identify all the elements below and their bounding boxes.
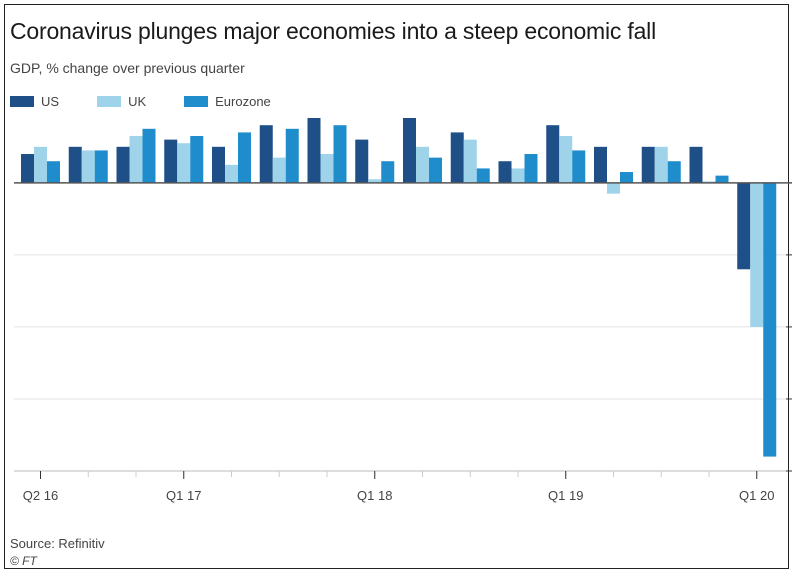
bar-uk	[416, 146, 429, 183]
x-axis-tick-label: Q1 20	[739, 488, 774, 503]
bar-us	[689, 146, 703, 183]
bar-eurozone	[142, 128, 156, 183]
bar-us	[259, 125, 273, 183]
bar-us	[116, 146, 130, 183]
credit-note: © FT	[10, 554, 37, 568]
bar-us	[403, 118, 416, 183]
bar-uk	[320, 154, 334, 183]
x-axis-tick-label: Q1 17	[166, 488, 201, 503]
bar-us	[21, 154, 34, 183]
source-note: Source: Refinitiv	[10, 536, 105, 551]
legend-swatch-eurozone	[184, 95, 209, 107]
legend-swatch-us	[10, 95, 34, 107]
x-axis-tick-label: Q1 19	[548, 488, 583, 503]
bar-us	[164, 139, 178, 183]
chart-title: Coronavirus plunges major economies into…	[10, 18, 656, 44]
bar-uk	[129, 136, 143, 183]
bar-us	[498, 161, 512, 183]
bar-uk	[750, 182, 764, 327]
bar-uk	[225, 164, 238, 183]
x-axis-tick-label: Q1 18	[357, 488, 392, 503]
legend-item-uk: UK	[97, 94, 146, 109]
chart-frame	[4, 4, 789, 569]
chart-subtitle: GDP, % change over previous quarter	[10, 60, 245, 76]
bar-us	[641, 146, 655, 183]
bar-uk	[607, 182, 620, 194]
bar-eurozone	[47, 161, 60, 183]
bar-uk	[559, 136, 573, 183]
bar-us	[307, 118, 321, 183]
bar-eurozone	[763, 182, 777, 457]
bar-uk	[81, 150, 95, 183]
bar-us	[737, 182, 751, 270]
legend-label-eurozone: Eurozone	[215, 93, 271, 109]
legend-item-us: US	[10, 94, 59, 109]
bar-uk	[177, 143, 191, 183]
legend-label-us: US	[41, 93, 60, 109]
x-axis-tick-label: Q2 16	[23, 488, 58, 503]
chart-legend: US UK Eurozone	[10, 92, 309, 110]
legend-item-eurozone: Eurozone	[184, 94, 271, 109]
bar-eurozone	[476, 168, 490, 183]
legend-label-uk: UK	[128, 93, 147, 109]
bar-uk	[654, 146, 668, 183]
bar-eurozone	[190, 136, 204, 183]
bar-us	[68, 146, 82, 183]
bar-eurozone	[715, 175, 729, 183]
bar-uk	[511, 168, 525, 183]
legend-swatch-uk	[97, 95, 122, 107]
bar-uk	[463, 139, 477, 183]
bar-eurozone	[381, 161, 395, 183]
bar-us	[212, 146, 225, 183]
bar-eurozone	[524, 154, 538, 183]
bar-uk	[34, 146, 47, 183]
bar-eurozone	[285, 128, 299, 183]
bar-us	[355, 139, 369, 183]
bar-eurozone	[333, 125, 347, 183]
bar-eurozone	[667, 161, 681, 183]
bar-uk	[368, 179, 382, 183]
bar-us	[450, 132, 464, 183]
bar-eurozone	[620, 172, 633, 183]
bar-eurozone	[238, 132, 251, 183]
bar-eurozone	[94, 150, 108, 183]
bar-eurozone	[429, 157, 442, 183]
bar-us	[546, 125, 560, 183]
bar-eurozone	[572, 150, 586, 183]
bar-us	[594, 146, 607, 183]
bar-uk	[272, 157, 286, 183]
